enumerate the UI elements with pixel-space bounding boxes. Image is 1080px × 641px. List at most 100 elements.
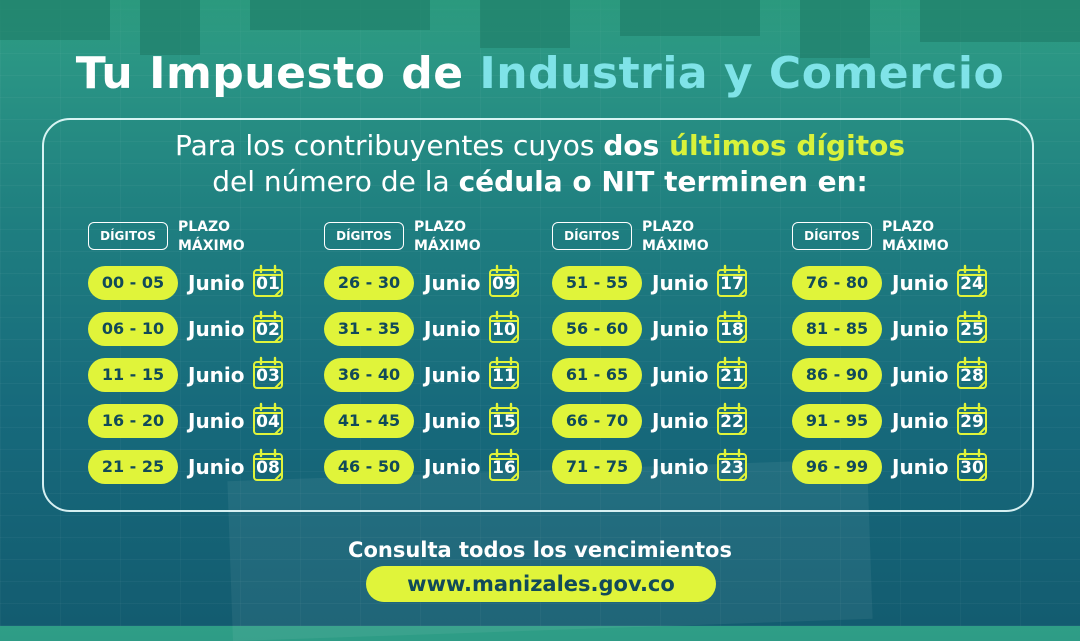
schedule-row: 61 - 65 Junio 21 [552,356,792,392]
deadline-day: 29 [960,412,984,432]
intro-line1-a: Para los contribuyentes cuyos [174,129,604,162]
deadline-day: 09 [492,274,516,294]
page-title: Tu Impuesto de Industria y Comercio [0,48,1080,99]
schedule-row: 00 - 05 Junio 01 [88,264,328,300]
deadline-header-line2: MÁXIMO [642,238,709,254]
title-part-2: Industria y Comercio [479,48,1005,99]
deadline-month: Junio [188,455,245,479]
schedule-column: DÍGITOS PLAZO MÁXIMO 51 - 55 Junio 17 56 - 60 J… [552,218,792,484]
intro-line1-c: últimos dígitos [669,129,905,162]
deadline-month: Junio [652,455,709,479]
footer-text: Consulta todos los vencimientos [348,538,732,562]
column-header: DÍGITOS PLAZO MÁXIMO [552,218,792,262]
calendar-icon: 22 [716,402,748,436]
intro-line1-b: dos [603,129,670,162]
deadline-day: 22 [720,412,744,432]
deadline-day: 15 [492,412,516,432]
schedule-panel [42,118,1034,512]
intro-line-2: del número de la cédula o NIT terminen e… [0,164,1080,200]
deadline-day: 08 [256,458,280,478]
digit-range: 21 - 25 [88,450,178,484]
digits-header: DÍGITOS [88,222,168,250]
calendar-icon: 30 [956,448,988,482]
calendar-icon: 28 [956,356,988,390]
schedule-row: 51 - 55 Junio 17 [552,264,792,300]
schedule-row: 56 - 60 Junio 18 [552,310,792,346]
digit-range: 91 - 95 [792,404,882,438]
deadline-header: PLAZO MÁXIMO [414,218,481,256]
schedule-row: 21 - 25 Junio 08 [88,448,328,484]
deadline-day: 10 [492,320,516,340]
digit-range: 36 - 40 [324,358,414,392]
deadline-header: PLAZO MÁXIMO [642,218,709,256]
deadline-month: Junio [652,317,709,341]
deadline-month: Junio [652,409,709,433]
deadline-day: 28 [960,366,984,386]
deadline-day: 30 [960,458,984,478]
column-header: DÍGITOS PLAZO MÁXIMO [88,218,328,262]
calendar-icon: 17 [716,264,748,298]
deadline-month: Junio [424,271,481,295]
calendar-icon: 09 [488,264,520,298]
deadline-day: 01 [256,274,280,294]
deadline-month: Junio [424,363,481,387]
deadline-day: 23 [720,458,744,478]
calendar-icon: 23 [716,448,748,482]
digit-range: 06 - 10 [88,312,178,346]
calendar-icon: 25 [956,310,988,344]
website-link[interactable]: www.manizales.gov.co [366,566,716,602]
digit-range: 71 - 75 [552,450,642,484]
background-skyline [0,0,1080,60]
digit-range: 56 - 60 [552,312,642,346]
deadline-month: Junio [188,409,245,433]
schedule-row: 91 - 95 Junio 29 [792,402,1032,438]
schedule-row: 96 - 99 Junio 30 [792,448,1032,484]
calendar-icon: 21 [716,356,748,390]
deadline-header-line1: PLAZO [178,219,231,235]
deadline-month: Junio [424,455,481,479]
deadline-month: Junio [652,271,709,295]
schedule-row: 11 - 15 Junio 03 [88,356,328,392]
schedule-row: 26 - 30 Junio 09 [324,264,564,300]
intro-line-1: Para los contribuyentes cuyos dos último… [0,128,1080,164]
schedule-row: 46 - 50 Junio 16 [324,448,564,484]
digit-range: 51 - 55 [552,266,642,300]
deadline-header-line1: PLAZO [414,219,467,235]
deadline-month: Junio [652,363,709,387]
title-part-1: Tu Impuesto de [75,48,480,99]
schedule-column: DÍGITOS PLAZO MÁXIMO 26 - 30 Junio 09 31 - 35 J… [324,218,564,484]
digit-range: 26 - 30 [324,266,414,300]
schedule-column: DÍGITOS PLAZO MÁXIMO 00 - 05 Junio 01 06 - 10 J… [88,218,328,484]
schedule-row: 76 - 80 Junio 24 [792,264,1032,300]
schedule-row: 71 - 75 Junio 23 [552,448,792,484]
schedule-row: 31 - 35 Junio 10 [324,310,564,346]
digits-header: DÍGITOS [324,222,404,250]
digit-range: 00 - 05 [88,266,178,300]
calendar-icon: 29 [956,402,988,436]
calendar-icon: 24 [956,264,988,298]
digit-range: 31 - 35 [324,312,414,346]
calendar-icon: 11 [488,356,520,390]
digit-range: 81 - 85 [792,312,882,346]
digit-range: 16 - 20 [88,404,178,438]
deadline-header: PLAZO MÁXIMO [882,218,949,256]
calendar-icon: 15 [488,402,520,436]
deadline-month: Junio [188,317,245,341]
calendar-icon: 01 [252,264,284,298]
deadline-day: 24 [960,274,984,294]
deadline-day: 25 [960,320,984,340]
deadline-day: 02 [256,320,280,340]
digit-range: 76 - 80 [792,266,882,300]
column-header: DÍGITOS PLAZO MÁXIMO [324,218,564,262]
deadline-month: Junio [892,317,949,341]
calendar-icon: 10 [488,310,520,344]
schedule-row: 41 - 45 Junio 15 [324,402,564,438]
deadline-month: Junio [892,455,949,479]
calendar-icon: 03 [252,356,284,390]
deadline-header-line2: MÁXIMO [178,238,245,254]
deadline-day: 18 [720,320,744,340]
digits-header: DÍGITOS [552,222,632,250]
deadline-month: Junio [424,409,481,433]
deadline-day: 16 [492,458,516,478]
intro-line2-a: del número de la [212,165,459,198]
